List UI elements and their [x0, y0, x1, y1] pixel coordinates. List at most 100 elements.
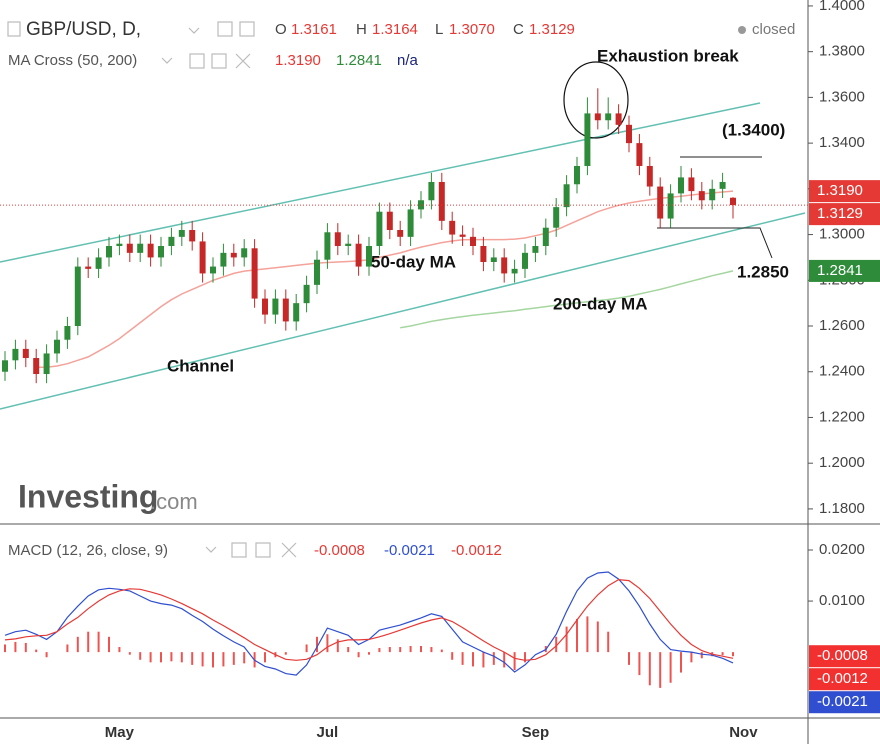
- histogram-bar: [284, 652, 287, 655]
- histogram-bar: [732, 652, 734, 657]
- candle-body: [137, 243, 144, 253]
- icon-close[interactable]: [235, 53, 251, 69]
- icon-eye[interactable]: [189, 53, 205, 69]
- y-tick-label: 1.3600: [819, 88, 865, 105]
- price-badge: [809, 691, 880, 714]
- candle-body: [574, 165, 580, 185]
- dropdown[interactable]: [161, 57, 173, 64]
- histogram-bar: [336, 639, 339, 653]
- candle-body: [314, 259, 320, 285]
- x-tick-label: Nov: [729, 724, 758, 741]
- histogram-bar: [305, 644, 308, 653]
- y-tick-label: 1.3400: [819, 134, 865, 151]
- histogram-bar: [399, 647, 402, 653]
- histogram-bar: [160, 652, 162, 663]
- y-tick-label: 0.0100: [819, 592, 865, 609]
- ohlc-value: 1.3070: [449, 21, 495, 38]
- candle-body: [272, 298, 279, 315]
- histogram-bar: [700, 652, 703, 659]
- candle-body: [438, 181, 445, 221]
- candle-body: [542, 227, 549, 246]
- macd-value: -0.0021: [384, 542, 435, 559]
- histogram-bar: [586, 616, 589, 653]
- candle-body: [605, 113, 612, 121]
- ohlc-key: L: [435, 21, 443, 38]
- candle-body: [74, 266, 81, 327]
- histogram-bar: [648, 652, 651, 686]
- icon-settings[interactable]: [239, 21, 255, 37]
- candle-body: [12, 348, 19, 361]
- candle-body: [355, 243, 362, 267]
- candle-body: [730, 197, 736, 206]
- ohlc-value: 1.3161: [291, 21, 337, 38]
- candle-body: [646, 165, 653, 187]
- price-badge: [809, 668, 880, 691]
- candle-body: [397, 229, 404, 237]
- dropdown[interactable]: [188, 27, 200, 34]
- candle-body: [168, 236, 175, 246]
- candle-body: [126, 243, 133, 253]
- icon-eye[interactable]: [217, 21, 233, 37]
- moving-average: [400, 270, 734, 329]
- icon-close[interactable]: [281, 542, 297, 558]
- macd-line: [4, 578, 734, 661]
- candle-body: [230, 252, 237, 258]
- candle-body: [33, 358, 40, 375]
- candle-body: [532, 245, 539, 253]
- histogram-bar: [638, 652, 641, 676]
- y-tick-label: 1.3800: [819, 43, 865, 60]
- dropdown[interactable]: [205, 546, 217, 553]
- status-dot: [738, 26, 746, 34]
- support-line: [657, 227, 773, 259]
- indicator-title: MA Cross (50, 200): [8, 52, 137, 69]
- icon-eye[interactable]: [231, 542, 247, 558]
- candle-body: [158, 245, 164, 258]
- candle-body: [594, 113, 601, 121]
- icon-settings[interactable]: [211, 53, 227, 69]
- histogram-bar: [201, 652, 204, 667]
- icon-settings[interactable]: [255, 542, 271, 558]
- candle-body: [178, 229, 185, 237]
- histogram-bar: [513, 652, 516, 670]
- texts: GBP/USD, D, O 1.3161 H 1.3164 L 1.3070 C…: [8, 19, 795, 559]
- histogram-bar: [690, 652, 693, 663]
- candle-body: [584, 113, 591, 166]
- candle-body: [366, 245, 372, 267]
- y-tick-label: 0.0200: [819, 541, 865, 558]
- price-badge-label: 1.2841: [817, 262, 863, 279]
- candle-body: [563, 184, 570, 208]
- histogram-bar: [14, 641, 17, 653]
- candle-body: [636, 143, 643, 166]
- symbol-title: GBP/USD, D,: [26, 19, 141, 40]
- watermark: Investing: [18, 478, 158, 514]
- histogram-bar: [66, 644, 69, 653]
- candle-body: [449, 220, 456, 235]
- candle-body: [501, 257, 508, 274]
- histogram-bar: [316, 636, 318, 653]
- candle-body: [698, 191, 705, 201]
- ohlc-key: H: [356, 21, 367, 38]
- price-badge-label: -0.0008: [817, 647, 868, 664]
- histogram-bar: [576, 618, 578, 653]
- histogram-bar: [243, 652, 246, 664]
- histogram-bar: [409, 646, 412, 653]
- histogram-bar: [659, 652, 662, 688]
- histogram-bar: [680, 652, 682, 673]
- candle-body: [210, 266, 216, 274]
- annotation: Exhaustion break: [597, 46, 739, 65]
- histogram-bar: [108, 636, 110, 653]
- moving-average: [36, 190, 734, 368]
- icon[interactable]: [7, 21, 21, 37]
- candle-body: [470, 236, 476, 246]
- candle-body: [553, 207, 560, 228]
- exhaustion-circle: [563, 61, 629, 139]
- histogram-bar: [596, 621, 599, 653]
- histogram-bar: [607, 631, 610, 653]
- histogram-bar: [565, 626, 568, 653]
- histogram-bar: [524, 652, 526, 663]
- candle-body: [522, 252, 528, 269]
- price-badge: [809, 203, 880, 226]
- ohlc-value: 1.3164: [372, 21, 418, 38]
